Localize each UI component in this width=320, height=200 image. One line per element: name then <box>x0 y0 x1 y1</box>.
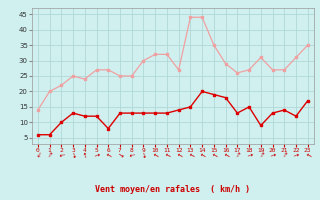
Text: ←: ← <box>151 152 159 160</box>
Text: ↗: ↗ <box>292 152 300 160</box>
Text: ↑: ↑ <box>233 152 241 160</box>
Text: ←: ← <box>210 152 218 160</box>
Text: ↙: ↙ <box>57 152 65 160</box>
Text: ↘: ↘ <box>69 152 77 160</box>
Text: ←: ← <box>186 152 195 160</box>
Text: Vent moyen/en rafales  ( km/h ): Vent moyen/en rafales ( km/h ) <box>95 185 250 194</box>
Text: ←: ← <box>304 152 312 160</box>
Text: ←: ← <box>175 152 183 160</box>
Text: ↑: ↑ <box>257 152 265 160</box>
Text: ←: ← <box>198 152 206 160</box>
Text: ↑: ↑ <box>280 152 288 160</box>
Text: ↓: ↓ <box>34 152 42 160</box>
Text: ←: ← <box>163 152 171 160</box>
Text: ↘: ↘ <box>140 152 148 160</box>
Text: ↗: ↗ <box>245 152 253 160</box>
Text: ↑: ↑ <box>45 152 54 160</box>
Text: ↖: ↖ <box>81 152 89 160</box>
Text: ←: ← <box>104 152 112 160</box>
Text: ↗: ↗ <box>92 152 100 160</box>
Text: →: → <box>116 152 124 160</box>
Text: ↗: ↗ <box>268 152 276 160</box>
Text: ←: ← <box>221 152 230 160</box>
Text: ↙: ↙ <box>128 152 136 160</box>
